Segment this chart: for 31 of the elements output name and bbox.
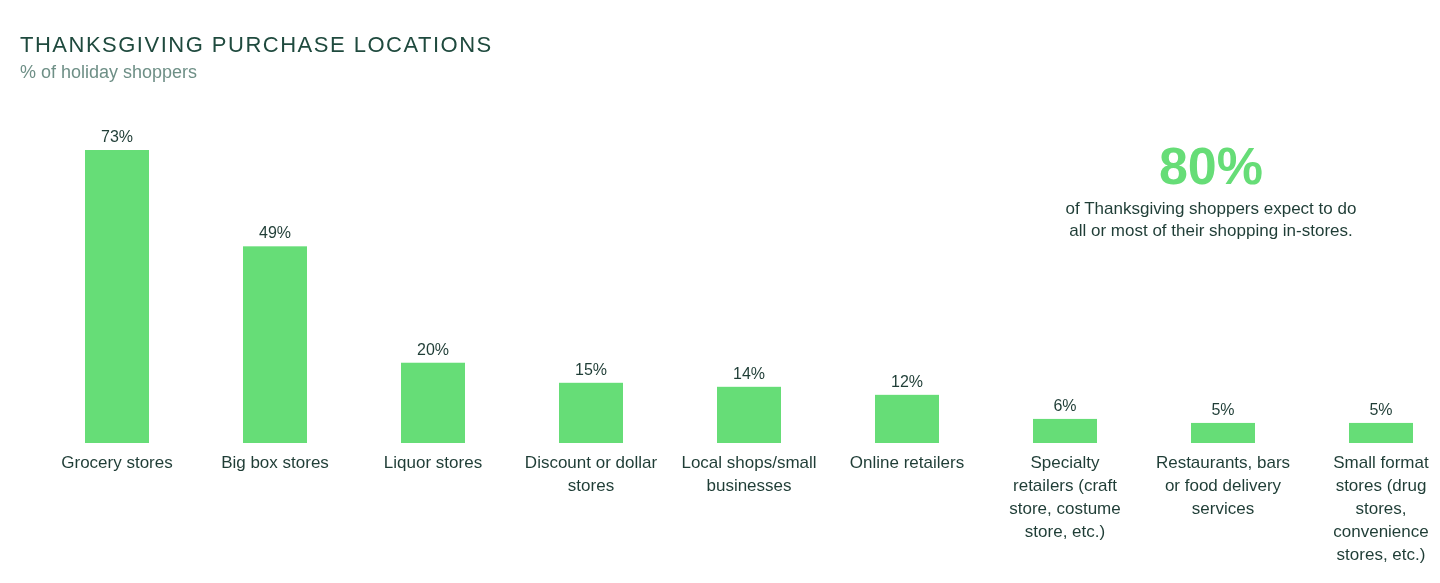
x-tick-label: Online retailers [849,453,965,472]
data-label: 5% [1211,400,1235,418]
x-tick-label: Liquor stores [383,453,483,472]
x-tick-label: Grocery stores [61,453,173,472]
data-label: 49% [258,224,292,242]
bar [717,386,781,443]
x-tick-label: Discount or dollar stores [524,453,658,495]
x-tick-label: Small format stores (drug stores, convenience stores, etc.) [1333,453,1429,564]
x-tick-label: Restaurants, bars or food delivery services [1155,453,1291,518]
bar [875,394,939,443]
data-label: 15% [574,360,608,378]
data-label: 6% [1053,396,1077,414]
data-label: 20% [416,340,450,358]
bar [85,150,149,443]
annotation: of Thanksgiving shoppers expect to do all or most of their shopping in-stores. [1065,199,1357,240]
chart-subtitle: % of holiday shoppers [20,62,198,82]
data-label: 5% [1369,400,1393,418]
bar [1349,422,1413,443]
x-tick-label: Local shops/small businesses [681,453,817,495]
bar [559,382,623,443]
bar [243,246,307,443]
bar [1033,418,1097,443]
chart-title: THANKSGIVING PURCHASE LOCATIONS [20,32,493,57]
data-label: 12% [890,372,924,390]
data-label: 14% [732,364,766,382]
bar [401,362,465,443]
x-tick-label: Big box stores [221,453,329,472]
annotation: 80% [1158,137,1264,195]
data-label: 73% [100,128,134,145]
x-tick-label: Specialty retailers (craft store, costume store, etc.) [1009,453,1121,541]
bar [1191,422,1255,443]
